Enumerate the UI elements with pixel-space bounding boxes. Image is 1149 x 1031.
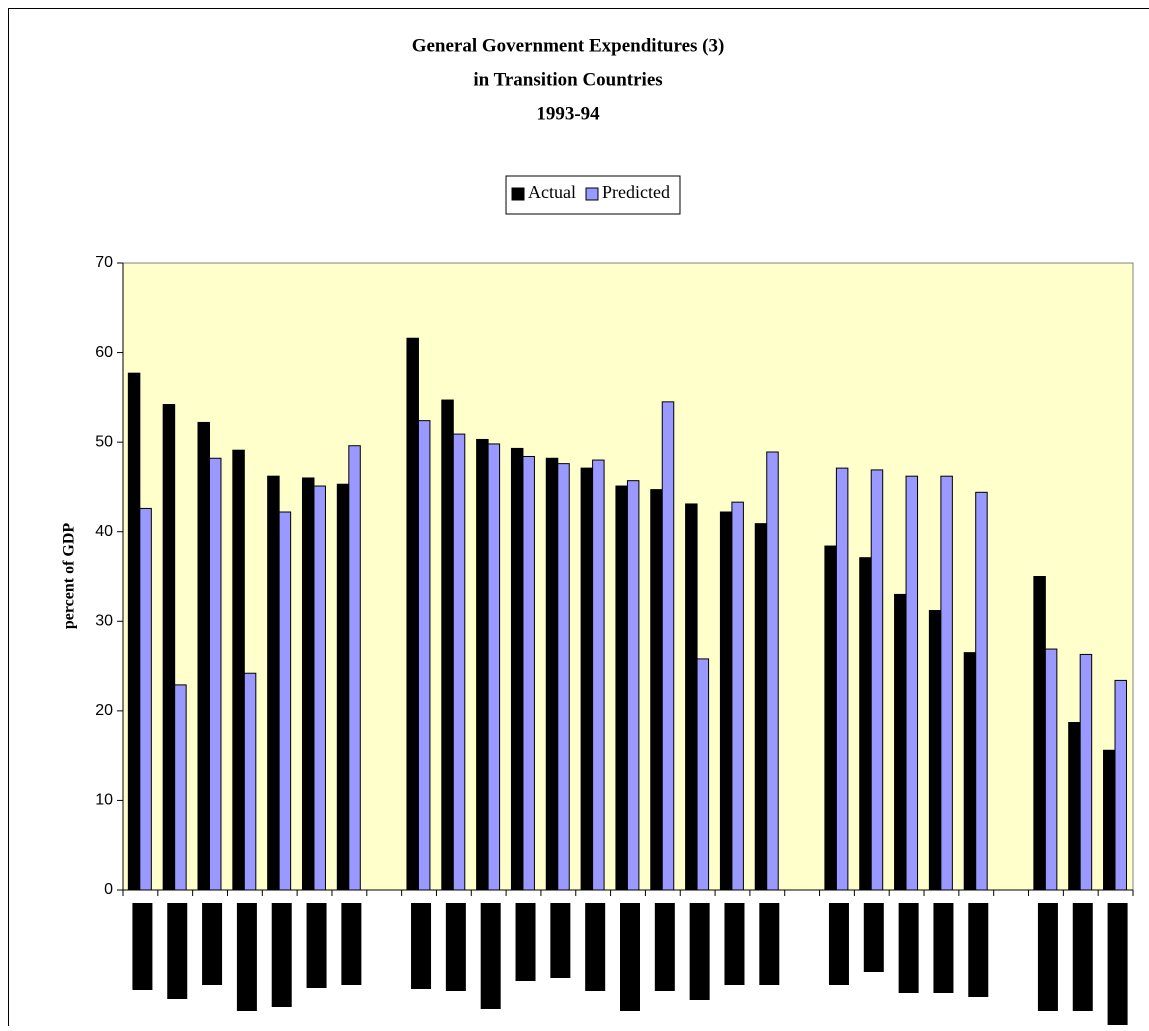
redacted-label [516, 903, 536, 981]
redacted-label [237, 903, 257, 1011]
bar [523, 456, 534, 890]
bar [128, 373, 139, 890]
bar [546, 458, 557, 890]
y-axis-label: percent of GDP [61, 523, 78, 630]
y-tick-label: 30 [95, 613, 113, 630]
bar [163, 405, 174, 890]
bar [558, 464, 569, 890]
legend-label: Actual [528, 182, 576, 202]
redacted-label [446, 903, 466, 991]
bar [233, 450, 244, 890]
y-tick-label: 70 [95, 254, 113, 271]
legend-swatch [586, 188, 598, 200]
bar [511, 448, 522, 890]
redacted-label [550, 903, 570, 978]
bar [268, 476, 279, 890]
redacted-label [899, 903, 919, 993]
bar [337, 484, 348, 890]
chart-title: General Government Expenditures (3) [412, 35, 725, 56]
redacted-label [759, 903, 779, 985]
bar [1045, 649, 1056, 890]
redacted-label [864, 903, 884, 972]
bar [477, 439, 488, 890]
y-tick-label: 40 [95, 523, 113, 540]
redacted-label [1038, 903, 1058, 1011]
bar [755, 524, 766, 890]
bar [941, 476, 952, 890]
bar [767, 452, 778, 890]
bar [976, 492, 987, 890]
redacted-label [724, 903, 744, 985]
bar [581, 468, 592, 890]
bar [442, 400, 453, 890]
redacted-label [167, 903, 187, 999]
redacted-label [1108, 903, 1128, 1025]
bar [198, 422, 209, 890]
redacted-label [829, 903, 849, 985]
redacted-label [585, 903, 605, 991]
bar [175, 685, 186, 890]
bar [407, 338, 418, 890]
y-tick-label: 50 [95, 433, 113, 450]
bar [1080, 654, 1091, 890]
bar [697, 659, 708, 890]
bar [302, 478, 313, 890]
redacted-label [690, 903, 710, 1000]
bar [929, 611, 940, 890]
bar [895, 594, 906, 890]
chart-title: 1993-94 [536, 103, 600, 124]
bar [825, 546, 836, 890]
bar [209, 458, 220, 890]
bar [686, 504, 697, 890]
bar [720, 512, 731, 890]
redacted-label [132, 903, 152, 990]
bar [244, 673, 255, 890]
bar [627, 481, 638, 890]
bar [453, 434, 464, 890]
redacted-label [620, 903, 640, 1011]
bar [314, 486, 325, 890]
bar [1115, 680, 1126, 890]
bar [140, 508, 151, 890]
bar [836, 468, 847, 890]
redacted-label [411, 903, 431, 989]
bar [906, 476, 917, 890]
bar [488, 444, 499, 890]
bar [662, 402, 673, 890]
legend-swatch [512, 188, 524, 200]
bar [1104, 750, 1115, 890]
y-tick-label: 20 [95, 702, 113, 719]
bar [871, 470, 882, 890]
bar [349, 446, 360, 890]
bar [616, 486, 627, 890]
y-tick-label: 10 [95, 792, 113, 809]
bar [1034, 577, 1045, 891]
bar [651, 490, 662, 890]
bar [964, 653, 975, 890]
y-tick-label: 0 [104, 881, 113, 898]
bar [593, 460, 604, 890]
y-tick-label: 60 [95, 344, 113, 361]
bar [418, 421, 429, 890]
chart-title: in Transition Countries [473, 69, 662, 90]
redacted-label [933, 903, 953, 993]
redacted-label [272, 903, 292, 1007]
bar [1069, 723, 1080, 890]
redacted-label [307, 903, 327, 988]
bar [732, 502, 743, 890]
redacted-label [655, 903, 675, 991]
redacted-label [481, 903, 501, 1009]
redacted-label [202, 903, 222, 985]
bar [860, 558, 871, 890]
redacted-label [341, 903, 361, 985]
bar [279, 512, 290, 890]
redacted-label [968, 903, 988, 997]
legend-label: Predicted [602, 182, 670, 202]
redacted-label [1073, 903, 1093, 1011]
